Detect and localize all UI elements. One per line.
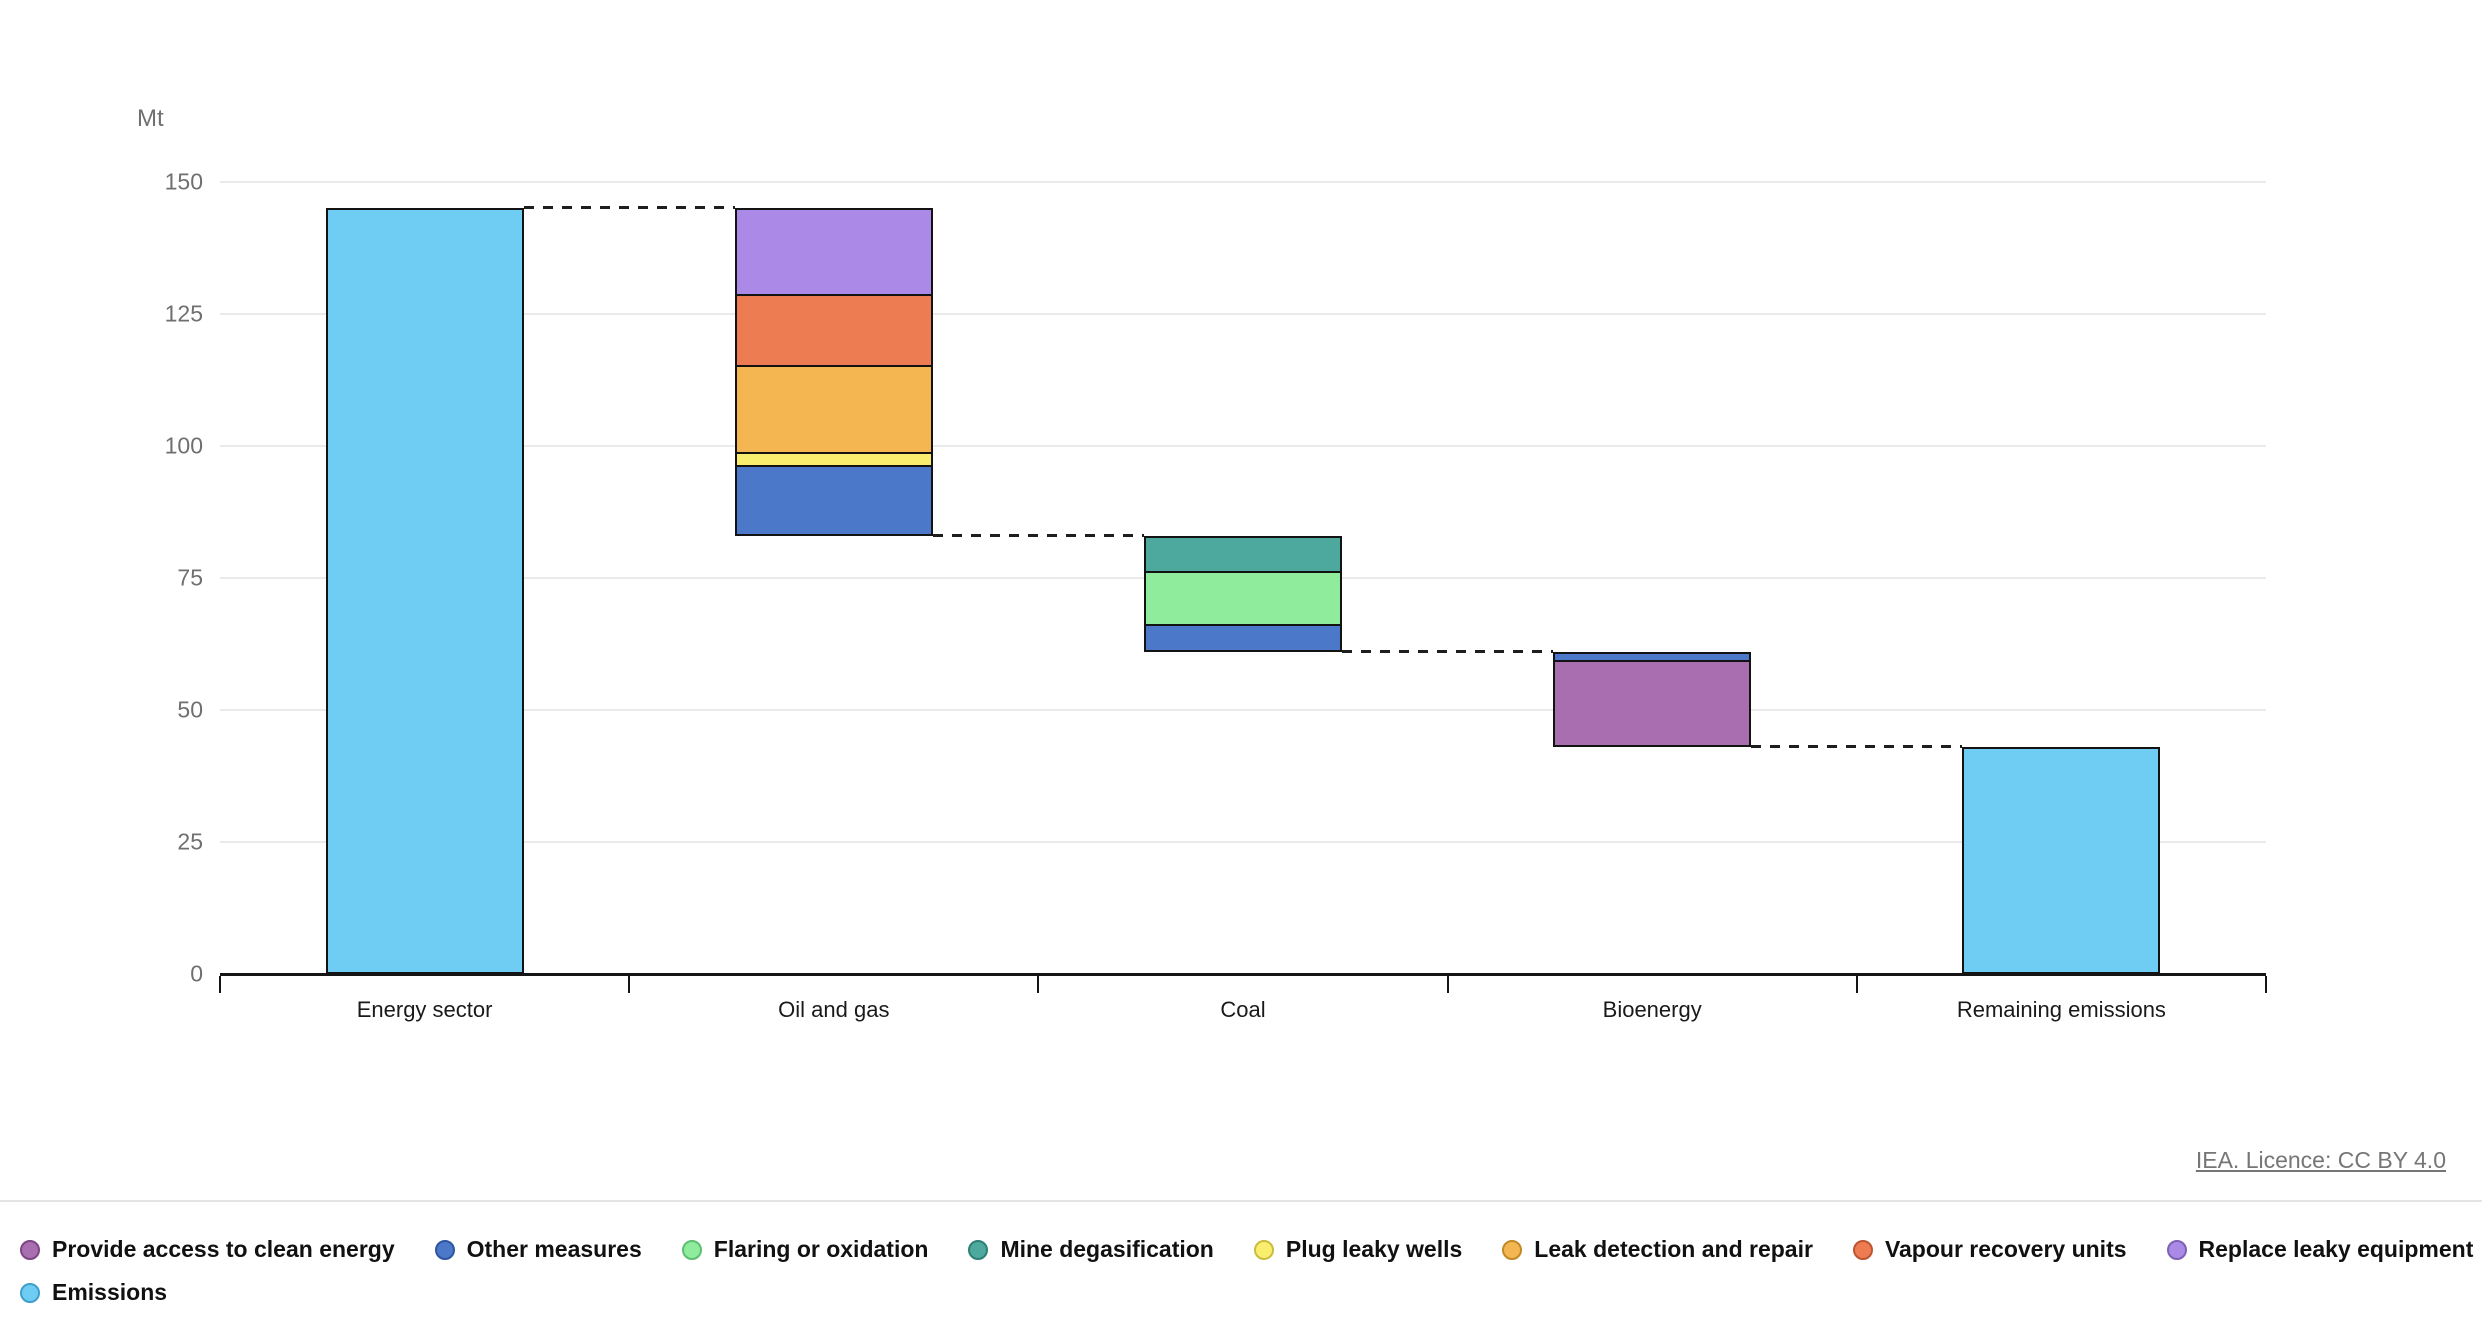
y-tick-label: 50 xyxy=(177,696,203,723)
y-gridline xyxy=(220,445,2266,447)
waterfall-connector xyxy=(523,206,735,210)
bar-segment-emissions[interactable] xyxy=(1962,746,2161,974)
legend-item-flaring-or-oxidation[interactable]: Flaring or oxidation xyxy=(681,1233,929,1266)
legend-marker-icon xyxy=(20,1239,40,1260)
y-gridline xyxy=(220,841,2266,843)
bar-segment-other-measures[interactable] xyxy=(1144,623,1342,652)
legend-item-provide-access-to-clean-energy[interactable]: Provide access to clean energy xyxy=(20,1233,395,1266)
legend-label: Provide access to clean energy xyxy=(52,1236,395,1262)
x-axis-tick xyxy=(1037,976,1040,993)
x-axis-tick xyxy=(2265,976,2267,993)
y-tick-label: 150 xyxy=(164,168,203,195)
x-category-label: Coal xyxy=(1220,997,1266,1022)
y-tick-label: 0 xyxy=(190,960,203,987)
legend-item-other-measures[interactable]: Other measures xyxy=(434,1233,642,1266)
bar-segment-vapour-recovery-units[interactable] xyxy=(734,293,933,367)
legend-marker-icon xyxy=(968,1239,989,1260)
legend-item-vapour-recovery-units[interactable]: Vapour recovery units xyxy=(1852,1233,2127,1266)
legend-marker-icon xyxy=(1852,1239,1873,1260)
x-axis-tick xyxy=(1446,976,1449,993)
y-axis-unit-label: Mt xyxy=(137,105,164,132)
legend-label: Vapour recovery units xyxy=(1884,1236,2127,1262)
legend-marker-icon xyxy=(20,1282,40,1303)
x-category-label: Bioenergy xyxy=(1602,997,1702,1022)
legend-label: Other measures xyxy=(466,1236,642,1262)
y-gridline xyxy=(220,313,2266,315)
bar-segment-provide-access-to-clean-energy[interactable] xyxy=(1553,660,1752,747)
legend-label: Emissions xyxy=(52,1279,168,1305)
legend-item-plug-leaky-wells[interactable]: Plug leaky wells xyxy=(1253,1233,1463,1266)
y-tick-label: 125 xyxy=(164,300,203,327)
legend-marker-icon xyxy=(1502,1239,1523,1260)
legend-row: Provide access to clean energy Other meas… xyxy=(20,1233,2473,1266)
y-gridline xyxy=(220,709,2266,711)
waterfall-connector xyxy=(932,533,1144,537)
y-gridline xyxy=(220,181,2266,183)
x-axis-tick xyxy=(628,976,631,993)
bar-segment-leak-detection-and-repair[interactable] xyxy=(734,364,933,454)
legend-item-replace-leaky-equipment[interactable]: Replace leaky equipment xyxy=(2166,1233,2474,1266)
x-axis-tick xyxy=(1855,976,1858,993)
y-tick-label: 25 xyxy=(177,828,203,855)
bar-segment-mine-degasification[interactable] xyxy=(1144,535,1342,573)
bar-segment-emissions[interactable] xyxy=(325,208,524,974)
bar-segment-other-measures[interactable] xyxy=(734,465,933,536)
legend-label: Leak detection and repair xyxy=(1534,1236,1813,1262)
x-axis-tick xyxy=(219,976,221,993)
legend-item-mine-degasification[interactable]: Mine degasification xyxy=(968,1233,1214,1266)
legend-item-emissions[interactable]: Emissions xyxy=(20,1276,167,1309)
legend-marker-icon xyxy=(2166,1239,2187,1260)
legend-marker-icon xyxy=(681,1239,702,1260)
bar-segment-replace-leaky-equipment[interactable] xyxy=(734,208,933,296)
bar-segment-flaring-or-oxidation[interactable] xyxy=(1144,570,1342,626)
legend-label: Plug leaky wells xyxy=(1285,1236,1463,1262)
legend-item-leak-detection-and-repair[interactable]: Leak detection and repair xyxy=(1502,1233,1813,1266)
x-category-label: Energy sector xyxy=(356,997,493,1022)
legend-divider xyxy=(0,1200,2482,1202)
waterfall-connector xyxy=(1751,744,1963,748)
y-tick-label: 75 xyxy=(177,564,203,591)
x-axis-line xyxy=(220,973,2266,976)
legend-label: Replace leaky equipment xyxy=(2198,1236,2474,1262)
x-category-label: Remaining emissions xyxy=(1956,997,2166,1022)
legend-marker-icon xyxy=(434,1239,455,1260)
legend-label: Flaring or oxidation xyxy=(713,1236,929,1262)
waterfall-connector xyxy=(1342,649,1554,653)
legend-marker-icon xyxy=(1253,1239,1274,1260)
chart-legend: Provide access to clean energy Other meas… xyxy=(20,1233,2473,1309)
x-category-label: Oil and gas xyxy=(778,997,890,1022)
y-tick-label: 100 xyxy=(164,432,203,459)
legend-row: Emissions xyxy=(20,1276,2462,1309)
license-link[interactable]: IEA. Licence: CC BY 4.0 xyxy=(2195,1147,2446,1173)
legend-label: Mine degasification xyxy=(1000,1236,1214,1262)
